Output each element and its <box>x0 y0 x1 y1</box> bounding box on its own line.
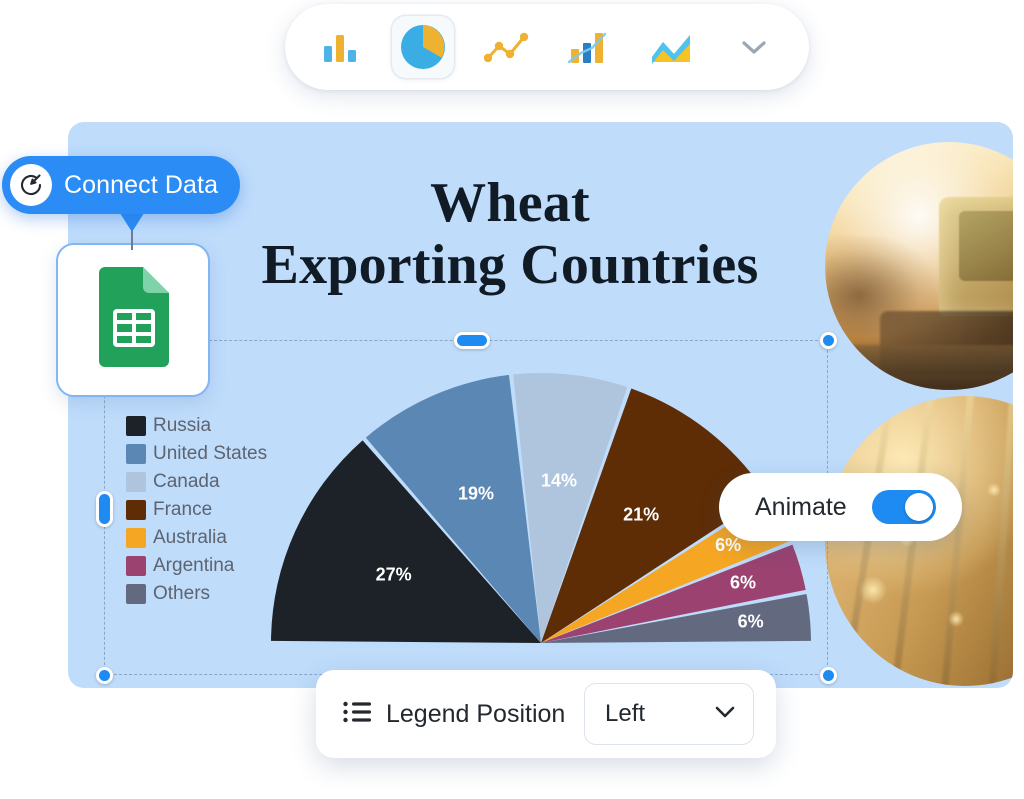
pie-slice[interactable] <box>365 374 541 643</box>
resize-handle-bottom-right[interactable] <box>820 667 837 684</box>
chevron-down-icon[interactable] <box>723 16 785 78</box>
animate-toggle-knob <box>905 493 933 521</box>
legend-position-panel: Legend Position Left <box>316 670 776 758</box>
wheat-field-photo <box>825 396 1013 686</box>
legend-item-label: Canada <box>153 471 220 492</box>
legend-swatch <box>126 556 146 576</box>
pie-slice-label: 6% <box>738 612 764 632</box>
pie-chart-icon[interactable] <box>391 16 454 78</box>
animate-label: Animate <box>755 492 847 521</box>
legend-position-label: Legend Position <box>386 699 566 728</box>
legend-swatch <box>126 584 146 604</box>
combo-chart-icon[interactable] <box>557 16 619 78</box>
pie-slice-label: 27% <box>376 564 412 584</box>
legend-item-label: United States <box>153 443 268 464</box>
resize-handle-middle-left[interactable] <box>96 491 113 527</box>
pie-slice-label: 6% <box>715 535 741 555</box>
pie-slice[interactable] <box>541 388 767 643</box>
legend-item[interactable]: Canada <box>126 468 267 496</box>
pie-chart[interactable]: 27% 19% 14% 21% 6% 6% 6% <box>255 365 825 665</box>
chart-legend: Russia United States Canada France Australia… <box>126 412 267 608</box>
pie-slice[interactable] <box>541 498 791 643</box>
legend-position-value: Left <box>605 700 646 727</box>
chart-title: Wheat Exporting Countries <box>180 172 840 296</box>
column-chart-icon[interactable] <box>309 16 371 78</box>
line-chart-icon[interactable] <box>475 16 537 78</box>
pie-slice-label: 21% <box>623 504 659 524</box>
legend-item-label: Russia <box>153 415 212 436</box>
harvester-photo <box>825 142 1013 390</box>
connect-data-button[interactable]: Connect Data <box>2 156 241 214</box>
legend-swatch <box>126 472 146 492</box>
chevron-down-icon <box>713 704 737 725</box>
animate-toggle[interactable] <box>872 490 936 524</box>
pie-slice[interactable] <box>541 544 806 643</box>
legend-swatch <box>126 528 146 548</box>
pie-slice-label: 14% <box>541 471 577 491</box>
chart-title-line-1: Wheat <box>430 172 590 234</box>
resize-handle-bottom-left[interactable] <box>96 667 113 684</box>
legend-item-label: Australia <box>153 527 227 548</box>
pie-slice-label: 6% <box>730 572 756 592</box>
legend-item[interactable]: Australia <box>126 524 267 552</box>
list-icon <box>342 699 372 730</box>
legend-item[interactable]: Others <box>126 580 267 608</box>
pie-slice-label: 19% <box>458 483 494 503</box>
chart-type-toolbar <box>285 4 809 90</box>
legend-item[interactable]: Russia <box>126 412 267 440</box>
resize-handle-top-right[interactable] <box>820 332 837 349</box>
chart-title-line-2: Exporting Countries <box>261 234 759 296</box>
connect-target-icon <box>10 164 52 206</box>
legend-item-label: Argentina <box>153 555 235 576</box>
legend-swatch <box>126 500 146 520</box>
area-chart-icon[interactable] <box>640 16 702 78</box>
connect-leader-line <box>131 214 133 250</box>
legend-position-select[interactable]: Left <box>584 683 754 745</box>
legend-item[interactable]: Argentina <box>126 552 267 580</box>
animate-control: Animate <box>719 473 962 541</box>
pie-slice[interactable] <box>271 440 541 643</box>
legend-item-label: Others <box>153 583 211 604</box>
resize-handle-top-center[interactable] <box>454 332 490 349</box>
legend-swatch <box>126 416 146 436</box>
legend-item[interactable]: United States <box>126 440 267 468</box>
pie-slice[interactable] <box>513 373 628 643</box>
connect-pill-tail <box>118 210 146 232</box>
legend-swatch <box>126 444 146 464</box>
pie-slice[interactable] <box>541 593 811 643</box>
connect-data-label: Connect Data <box>64 170 219 199</box>
legend-item-label: France <box>153 499 213 520</box>
legend-item[interactable]: France <box>126 496 267 524</box>
google-sheets-icon <box>99 267 169 367</box>
google-sheets-source-card[interactable] <box>56 243 210 397</box>
